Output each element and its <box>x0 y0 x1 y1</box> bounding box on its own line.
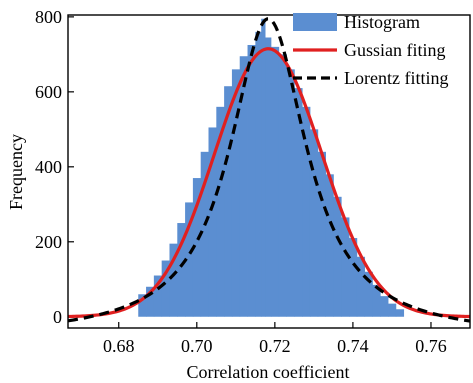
plot-frame <box>67 14 471 329</box>
histogram-bar <box>224 86 233 317</box>
histogram-bar <box>255 31 262 317</box>
histogram-bar <box>200 151 209 317</box>
histogram-bar <box>341 217 350 317</box>
histogram-bar <box>278 54 287 317</box>
histogram-bar <box>333 196 342 317</box>
histogram-bar <box>239 56 248 317</box>
histogram-bar <box>364 271 373 317</box>
x-tick-label: 0.74 <box>337 336 369 356</box>
gaussian-fit-line <box>68 47 470 319</box>
legend-lorentz-label: Lorentz fitting <box>344 68 448 88</box>
histogram-bar <box>294 88 303 317</box>
histogram-bar <box>356 256 366 317</box>
histogram-bar <box>153 275 163 317</box>
histogram-bar <box>265 37 272 317</box>
histogram-bar <box>372 284 381 317</box>
legend: Histogram Gussian fiting Lorentz fitting <box>293 12 448 88</box>
x-tick-label: 0.76 <box>415 336 447 356</box>
y-axis-label: Frequency <box>6 134 26 210</box>
histogram-bar <box>161 260 170 317</box>
histogram-bar <box>247 44 256 317</box>
histogram-bar <box>177 223 186 317</box>
y-tick-label: 400 <box>35 157 62 177</box>
x-tick-label: 0.72 <box>259 336 291 356</box>
legend-gaussian-label: Gussian fiting <box>344 40 446 60</box>
histogram-bars <box>138 18 405 317</box>
histogram-bar <box>216 106 225 317</box>
histogram-bar <box>138 294 147 317</box>
histogram-bar <box>208 127 217 317</box>
histogram-bar <box>185 202 194 317</box>
legend-histogram-label: Histogram <box>344 12 420 32</box>
histogram-bar <box>302 106 311 317</box>
histogram-bar <box>169 243 178 317</box>
legend-histogram-swatch <box>293 13 337 31</box>
x-tick-label: 0.70 <box>181 336 213 356</box>
histogram-bar <box>286 69 295 317</box>
histogram-bar <box>325 174 334 317</box>
histogram-bar <box>192 178 202 317</box>
histogram-bar <box>146 286 155 317</box>
y-tick-label: 600 <box>35 82 62 102</box>
lorentz-fit-line <box>68 17 470 323</box>
histogram-bar <box>388 303 397 317</box>
histogram-bar <box>395 309 405 317</box>
y-tick-label: 800 <box>35 7 62 27</box>
histogram-bar <box>309 129 319 317</box>
histogram-bar <box>317 151 326 317</box>
x-axis-label: Correlation coefficient <box>186 362 349 382</box>
y-tick-label: 0 <box>53 307 62 327</box>
x-tick-label: 0.68 <box>103 336 135 356</box>
y-tick-label: 200 <box>35 232 62 252</box>
histogram-bar <box>349 238 358 317</box>
y-axis-ticks: 0 200 400 600 800 <box>35 7 74 327</box>
histogram-bar <box>231 69 241 317</box>
histogram-bar <box>261 18 266 317</box>
x-axis-ticks: 0.68 0.70 0.72 0.74 0.76 <box>103 322 447 356</box>
histogram-bar <box>270 46 280 317</box>
histogram-bar <box>380 296 389 317</box>
